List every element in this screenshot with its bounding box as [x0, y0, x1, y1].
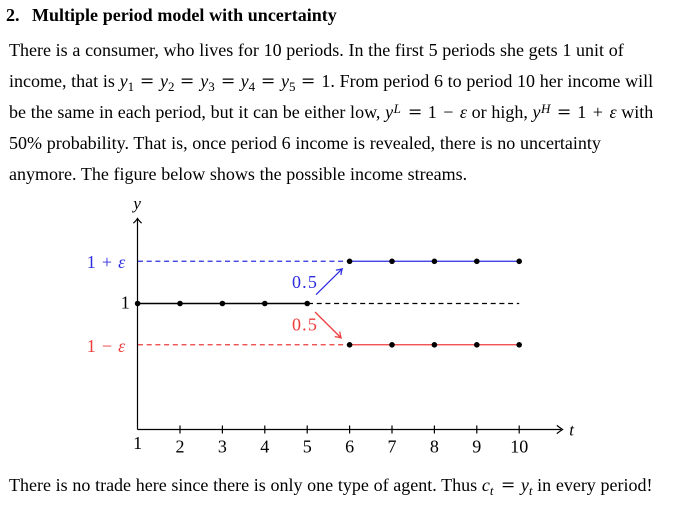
svg-text:1 − ε: 1 − ε	[87, 336, 126, 356]
svg-text:8: 8	[430, 437, 439, 457]
svg-text:5: 5	[303, 437, 312, 457]
svg-text:1: 1	[121, 293, 130, 313]
svg-text:10: 10	[510, 437, 528, 457]
svg-text:7: 7	[388, 437, 397, 457]
svg-text:2: 2	[176, 437, 185, 457]
svg-text:t: t	[569, 420, 575, 439]
svg-text:1 + ε: 1 + ε	[87, 252, 126, 272]
svg-text:0.5: 0.5	[292, 272, 318, 292]
svg-text:4: 4	[260, 437, 269, 457]
svg-text:3: 3	[218, 437, 227, 457]
svg-text:y: y	[131, 194, 141, 213]
svg-text:0.5: 0.5	[292, 315, 318, 335]
svg-text:6: 6	[345, 437, 354, 457]
svg-text:1: 1	[133, 433, 142, 453]
svg-text:9: 9	[472, 437, 481, 457]
